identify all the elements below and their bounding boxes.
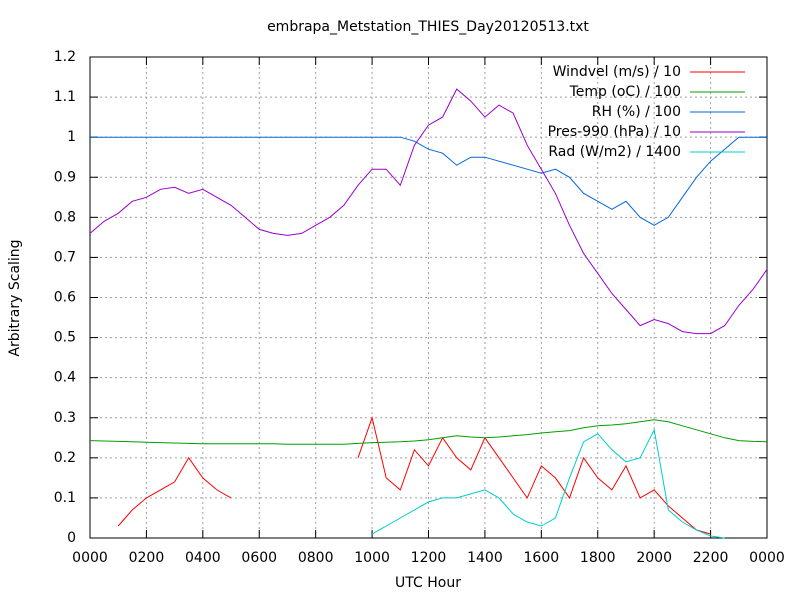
- y-tick-label: 0.1: [54, 490, 76, 506]
- plot-frame: [89, 56, 768, 539]
- x-tick-label: 2200: [693, 550, 729, 566]
- series-line: [89, 419, 768, 445]
- y-tick-label: 0.4: [54, 370, 76, 386]
- x-tick-label: 1200: [411, 550, 447, 566]
- series-line: [371, 428, 725, 539]
- legend-label: Temp (oC) / 100: [569, 84, 681, 100]
- legend-label: RH (%) / 100: [592, 104, 681, 120]
- series-line: [90, 136, 767, 226]
- y-tick-label: 1.2: [54, 49, 76, 65]
- y-tick-label: 0.2: [54, 450, 76, 466]
- legend-label: Windvel (m/s) / 10: [553, 64, 681, 80]
- series-line: [117, 416, 711, 535]
- y-tick-label: 0: [67, 530, 76, 546]
- y-tick-label: 0.8: [54, 209, 76, 225]
- x-tick-label: 1000: [354, 550, 390, 566]
- y-axis-label: Arbitrary Scaling: [7, 239, 23, 356]
- y-tick-label: 1.1: [54, 89, 76, 105]
- y-tick-label: 0.3: [54, 410, 76, 426]
- x-tick-label: 1600: [524, 550, 560, 566]
- x-tick-label: 0600: [241, 550, 277, 566]
- y-tick-label: 0.6: [54, 290, 76, 306]
- x-tick-label: 2000: [636, 550, 672, 566]
- x-tick-label: 0000: [72, 550, 108, 566]
- x-tick-label: 0000: [749, 550, 785, 566]
- y-tick-label: 0.9: [54, 169, 76, 185]
- series-line: [89, 88, 768, 335]
- x-tick-label: 0800: [298, 550, 334, 566]
- x-tick-label: 0400: [185, 550, 221, 566]
- x-tick-label: 1400: [467, 550, 503, 566]
- chart-title: embrapa_Metstation_THIES_Day20120513.txt: [267, 19, 589, 35]
- x-tick-label: 0200: [129, 550, 165, 566]
- legend-label: Rad (W/m2) / 1400: [548, 144, 681, 160]
- x-axis-label: UTC Hour: [395, 575, 461, 591]
- y-tick-label: 0.7: [54, 249, 76, 265]
- y-tick-label: 1: [67, 129, 76, 145]
- legend-label: Pres-990 (hPa) / 10: [548, 124, 681, 140]
- y-tick-label: 0.5: [54, 330, 76, 346]
- x-tick-label: 1800: [580, 550, 616, 566]
